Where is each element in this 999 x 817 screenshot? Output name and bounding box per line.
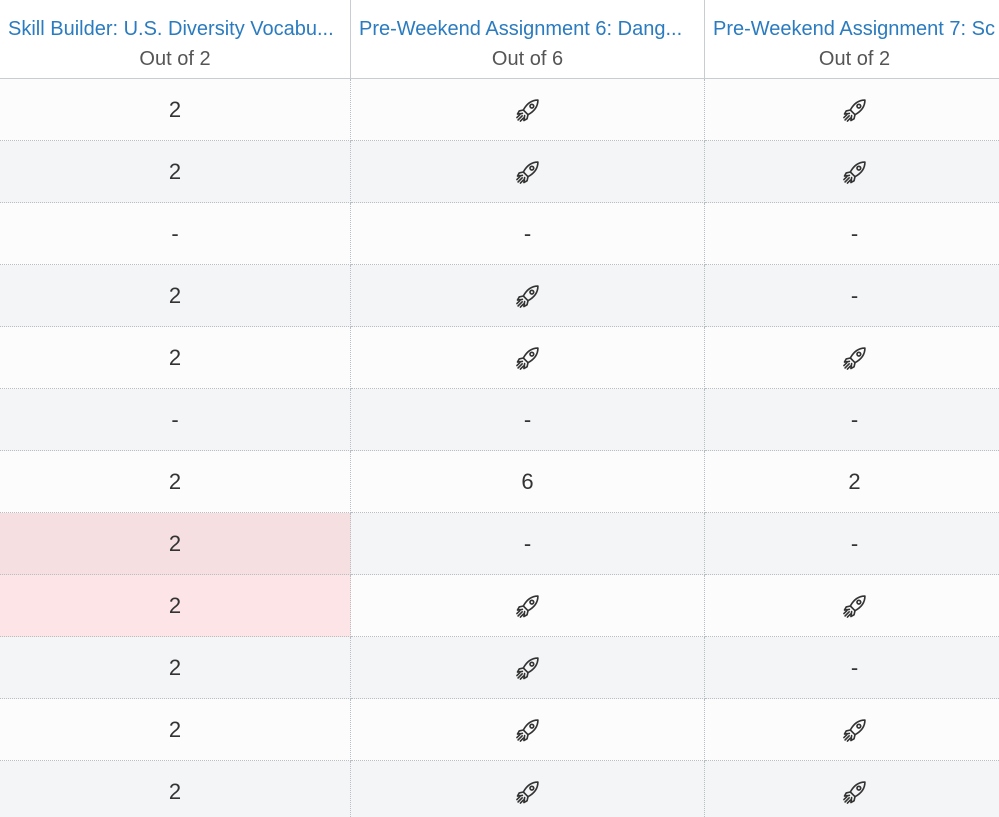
grade-cell[interactable] bbox=[351, 699, 705, 761]
grade-cell[interactable]: 2 bbox=[0, 451, 351, 513]
grade-cell[interactable]: 2 bbox=[705, 451, 999, 513]
grade-cell[interactable]: - bbox=[705, 637, 999, 699]
grade-cell[interactable]: - bbox=[705, 389, 999, 451]
grade-cell[interactable]: - bbox=[705, 203, 999, 265]
grade-cell[interactable] bbox=[351, 327, 705, 389]
grade-cell[interactable]: 2 bbox=[0, 761, 351, 817]
column-title[interactable]: Pre-Weekend Assignment 6: Dang... bbox=[359, 18, 683, 40]
column-points: Out of 2 bbox=[139, 48, 211, 70]
grade-cell[interactable]: 2 bbox=[0, 327, 351, 389]
column-header[interactable]: Pre-Weekend Assignment 7: Sc Out of 2 bbox=[705, 0, 999, 79]
grade-cell[interactable] bbox=[705, 141, 999, 203]
submitted-icon bbox=[514, 592, 542, 620]
grade-cell[interactable]: - bbox=[351, 389, 705, 451]
grade-cell[interactable]: - bbox=[0, 389, 351, 451]
grade-cell[interactable]: - bbox=[0, 203, 351, 265]
grade-cell[interactable]: 2 bbox=[0, 575, 351, 637]
submitted-icon bbox=[841, 344, 869, 372]
grade-cell[interactable] bbox=[705, 575, 999, 637]
grade-cell[interactable] bbox=[351, 761, 705, 817]
column-points: Out of 6 bbox=[491, 48, 564, 70]
grade-cell[interactable] bbox=[351, 79, 705, 141]
submitted-icon bbox=[514, 716, 542, 744]
grade-cell[interactable]: - bbox=[705, 513, 999, 575]
submitted-icon bbox=[841, 716, 869, 744]
grade-cell[interactable]: - bbox=[351, 513, 705, 575]
grade-cell[interactable] bbox=[705, 327, 999, 389]
grade-cell[interactable] bbox=[351, 575, 705, 637]
grade-cell[interactable]: - bbox=[705, 265, 999, 327]
submitted-icon bbox=[514, 282, 542, 310]
grade-cell[interactable] bbox=[351, 265, 705, 327]
column-header[interactable]: Skill Builder: U.S. Diversity Vocabu... O… bbox=[0, 0, 351, 79]
submitted-icon bbox=[841, 96, 869, 124]
grade-cell[interactable] bbox=[705, 699, 999, 761]
grade-cell[interactable]: 2 bbox=[0, 637, 351, 699]
column-title[interactable]: Pre-Weekend Assignment 7: Sc bbox=[713, 18, 995, 40]
submitted-icon bbox=[514, 96, 542, 124]
grade-cell[interactable]: 6 bbox=[351, 451, 705, 513]
submitted-icon bbox=[514, 654, 542, 682]
submitted-icon bbox=[514, 158, 542, 186]
grade-cell[interactable]: 2 bbox=[0, 699, 351, 761]
submitted-icon bbox=[841, 778, 869, 806]
column-points: Out of 2 bbox=[818, 48, 891, 70]
grade-cell[interactable]: 2 bbox=[0, 79, 351, 141]
grade-cell[interactable] bbox=[705, 79, 999, 141]
submitted-icon bbox=[514, 778, 542, 806]
submitted-icon bbox=[514, 344, 542, 372]
grade-cell[interactable] bbox=[351, 141, 705, 203]
grade-cell[interactable] bbox=[351, 637, 705, 699]
grade-cell[interactable]: 2 bbox=[0, 141, 351, 203]
grade-cell[interactable]: 2 bbox=[0, 265, 351, 327]
submitted-icon bbox=[841, 592, 869, 620]
grade-cell[interactable] bbox=[705, 761, 999, 817]
submitted-icon bbox=[841, 158, 869, 186]
column-title[interactable]: Skill Builder: U.S. Diversity Vocabu... bbox=[8, 18, 334, 40]
column-header[interactable]: Pre-Weekend Assignment 6: Dang... Out of … bbox=[351, 0, 705, 79]
grade-cell[interactable]: - bbox=[351, 203, 705, 265]
grade-cell[interactable]: 2 bbox=[0, 513, 351, 575]
